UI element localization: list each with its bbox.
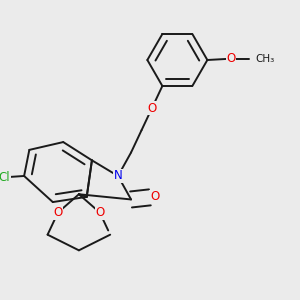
Text: O: O — [226, 52, 236, 65]
Text: Cl: Cl — [0, 171, 10, 184]
Text: CH₃: CH₃ — [256, 54, 275, 64]
Text: O: O — [147, 102, 157, 115]
Text: O: O — [95, 206, 104, 219]
Text: O: O — [150, 190, 159, 203]
Text: N: N — [114, 169, 122, 182]
Text: O: O — [53, 206, 63, 219]
